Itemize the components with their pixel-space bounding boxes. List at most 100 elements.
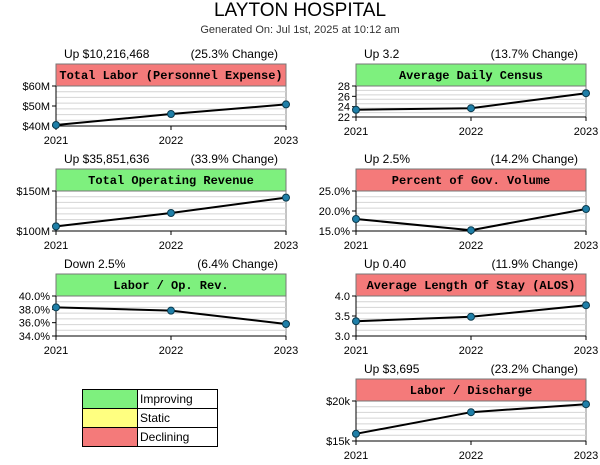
x-tick-label: 2023 (574, 345, 598, 357)
report-title: LAYTON HOSPITAL (213, 0, 387, 21)
y-tick-label: $150M (16, 186, 50, 198)
data-point (467, 408, 475, 417)
data-point (582, 400, 590, 409)
y-tick-label: 28 (338, 81, 350, 93)
chart-header (55, 63, 287, 87)
data-point (167, 306, 175, 315)
x-tick-label: 2022 (159, 345, 183, 357)
chart-summary: Up 2.5% (364, 152, 410, 166)
y-tick-label: $100M (16, 226, 50, 238)
chart-panel: Up $35,851,636 (33.9% Change) Total Operat… (16, 152, 298, 252)
data-point (352, 429, 360, 438)
y-tick-label: 38.0% (19, 304, 50, 316)
data-point (52, 222, 60, 231)
data-point (282, 100, 290, 109)
legend-swatch-static (83, 409, 138, 427)
report-subtitle: Generated On: Jul 1st, 2025 at 10:12 am (200, 24, 400, 36)
x-tick-label: 2023 (574, 240, 598, 252)
chart-panel: Up $3,695 (23.2% Change) Labor / Discharge… (326, 362, 598, 462)
x-tick-label: 2021 (344, 345, 368, 357)
x-tick-label: 2023 (574, 450, 598, 462)
data-point (167, 110, 175, 118)
data-point (282, 193, 290, 202)
chart-title: Total Labor (Personnel Expense) (59, 69, 282, 83)
legend-label-static: Static (140, 411, 171, 425)
chart-panel: Down 2.5% (6.4% Change) Labor / Op. Rev. 34… (19, 257, 298, 357)
chart-change: (14.2% Change) (491, 152, 578, 166)
data-point (52, 303, 60, 312)
chart-panel: Up 2.5% (14.2% Change) Percent of Gov. Vol… (319, 152, 598, 252)
x-tick-label: 2021 (344, 450, 368, 462)
chart-title: Total Operating Revenue (88, 174, 254, 188)
y-tick-label: 40.0% (19, 291, 50, 303)
y-tick-label: 36.0% (19, 318, 50, 330)
x-tick-label: 2021 (44, 345, 68, 357)
y-tick-label: 26 (338, 91, 350, 103)
chart-header (355, 378, 587, 402)
chart-change: (33.9% Change) (191, 152, 278, 166)
data-point (352, 105, 360, 114)
y-tick-label: 4.0 (335, 291, 350, 303)
data-point (582, 89, 590, 98)
y-tick-label: $50M (22, 101, 50, 113)
data-point (467, 226, 475, 235)
legend-row-static: Static (83, 409, 217, 428)
legend-row-declining: Declining (83, 428, 217, 446)
chart-change: (6.4% Change) (197, 257, 278, 271)
x-tick-label: 2022 (159, 135, 183, 147)
chart-summary: Up 3.2 (364, 47, 400, 61)
x-tick-label: 2023 (274, 135, 298, 147)
y-tick-label: $60M (22, 81, 50, 93)
y-tick-label: 24 (338, 102, 350, 114)
status-legend: Improving Static Declining (82, 389, 218, 447)
chart-header (355, 168, 587, 192)
data-point (282, 320, 290, 328)
chart-summary: Up $10,216,468 (64, 47, 150, 61)
chart-summary: Up $35,851,636 (64, 152, 150, 166)
chart-header (55, 168, 287, 192)
y-tick-label: 25.0% (319, 186, 350, 198)
y-tick-label: 15.0% (319, 226, 350, 238)
chart-title: Average Daily Census (399, 69, 543, 83)
data-point (582, 301, 590, 310)
legend-label-improving: Improving (140, 392, 193, 406)
data-point (167, 209, 175, 217)
chart-title: Labor / Discharge (410, 384, 532, 398)
data-point (52, 121, 60, 129)
chart-change: (25.3% Change) (191, 47, 278, 61)
chart-title: Percent of Gov. Volume (392, 174, 550, 188)
chart-change: (13.7% Change) (491, 47, 578, 61)
chart-header (55, 273, 287, 297)
legend-label-declining: Declining (140, 430, 190, 444)
chart-summary: Up $3,695 (364, 362, 420, 376)
data-point (582, 205, 590, 213)
data-point (352, 317, 360, 326)
x-tick-label: 2021 (44, 240, 68, 252)
chart-summary: Up 0.40 (364, 257, 406, 271)
chart-summary: Down 2.5% (64, 257, 126, 271)
chart-header (355, 273, 587, 297)
y-tick-label: $40M (22, 121, 50, 133)
data-point (352, 215, 360, 223)
y-tick-label: 3.0 (335, 331, 350, 343)
chart-title: Average Length Of Stay (ALOS) (367, 279, 576, 293)
chart-title: Labor / Op. Rev. (113, 279, 228, 293)
chart-panel: Up 3.2 (13.7% Change) Average Daily Census… (338, 47, 598, 138)
x-tick-label: 2022 (459, 450, 483, 462)
y-tick-label: $20k (326, 396, 350, 408)
y-tick-label: 3.5 (335, 311, 350, 323)
chart-change: (11.9% Change) (492, 257, 579, 271)
y-tick-label: $15k (326, 436, 350, 448)
y-tick-label: 22 (338, 112, 350, 124)
legend-swatch-declining (83, 428, 138, 446)
x-tick-label: 2023 (274, 345, 298, 357)
data-point (467, 312, 475, 321)
x-tick-label: 2023 (574, 126, 598, 138)
legend-row-improving: Improving (83, 390, 217, 409)
x-tick-label: 2023 (274, 240, 298, 252)
x-tick-label: 2022 (159, 240, 183, 252)
data-point (467, 104, 475, 113)
x-tick-label: 2022 (459, 126, 483, 138)
x-tick-label: 2021 (44, 135, 68, 147)
